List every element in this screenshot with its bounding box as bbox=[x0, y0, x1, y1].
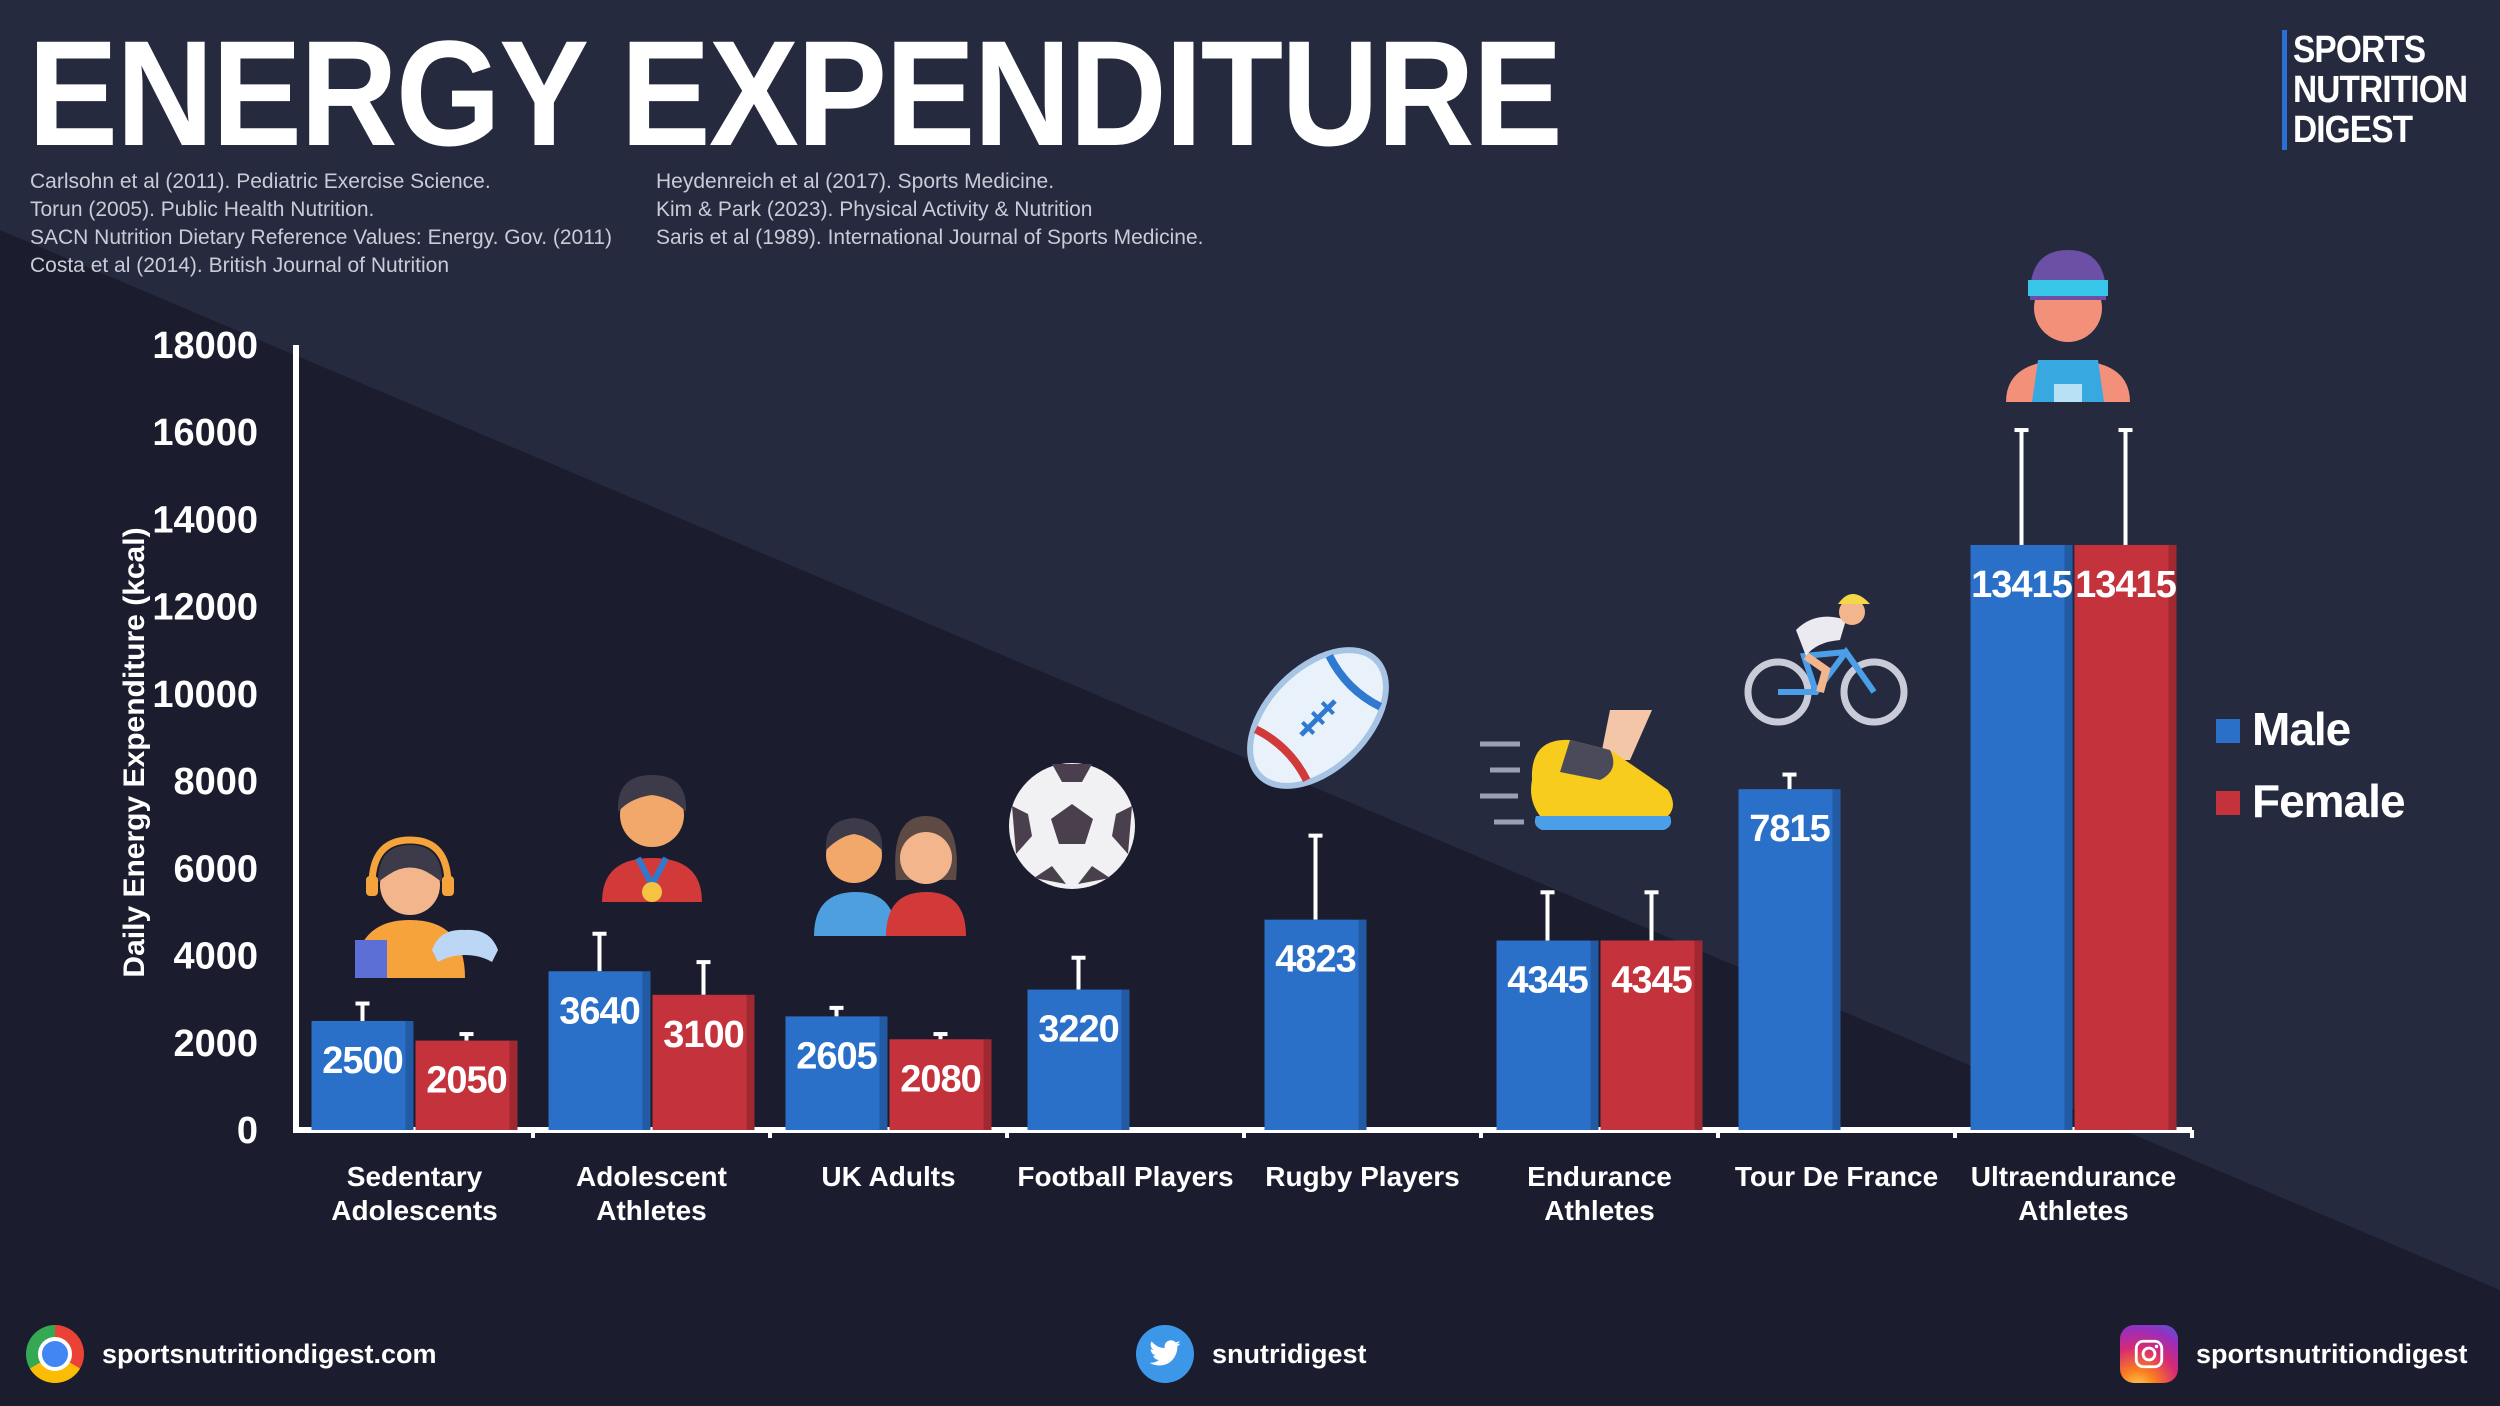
reference: Costa et al (2014). British Journal of N… bbox=[30, 254, 450, 277]
x-tick-label: Athletes bbox=[1544, 1195, 1654, 1226]
legend-label: Female bbox=[2252, 775, 2405, 827]
male-bar-shade bbox=[1358, 919, 1367, 1130]
website-link[interactable]: sportsnutritiondigest.com bbox=[26, 1325, 437, 1383]
y-tick-label: 4000 bbox=[173, 936, 258, 978]
male-value-label: 2605 bbox=[796, 1035, 877, 1077]
brand-line: SPORTS bbox=[2293, 29, 2426, 71]
male-value-label: 13415 bbox=[1971, 564, 2073, 606]
x-tick-label: Adolescents bbox=[331, 1195, 498, 1226]
references-left: Carlsohn et al (2011). Pediatric Exercis… bbox=[30, 168, 612, 280]
male-value-label: 7815 bbox=[1749, 808, 1830, 850]
y-tick-label: 6000 bbox=[173, 848, 258, 890]
references-right: Heydenreich et al (2017). Sports Medicin… bbox=[656, 168, 1203, 252]
legend-swatch bbox=[2216, 719, 2240, 743]
running-shoe-icon bbox=[1480, 710, 1673, 830]
male-bar bbox=[311, 1020, 414, 1130]
male-bar bbox=[548, 971, 651, 1130]
female-value-label: 2080 bbox=[900, 1058, 981, 1100]
female-bar bbox=[2074, 544, 2177, 1130]
instagram-handle: sportsnutritiondigest bbox=[2196, 1338, 2468, 1369]
reference: Carlsohn et al (2011). Pediatric Exercis… bbox=[30, 170, 491, 193]
reference: Saris et al (1989). International Journa… bbox=[656, 226, 1204, 249]
male-value-label: 2500 bbox=[322, 1040, 403, 1082]
male-bar-shade bbox=[405, 1020, 414, 1130]
instagram-icon bbox=[2120, 1325, 2178, 1383]
female-value-label: 3100 bbox=[663, 1014, 744, 1056]
gamer-icon bbox=[355, 836, 498, 978]
soccer-ball-icon bbox=[1009, 763, 1135, 889]
male-bar bbox=[1027, 989, 1130, 1130]
female-value-label: 2050 bbox=[426, 1060, 507, 1102]
y-tick-label: 12000 bbox=[152, 587, 258, 629]
female-bar-shade bbox=[1694, 940, 1703, 1130]
male-bar bbox=[1496, 940, 1599, 1130]
reference: SACN Nutrition Dietary Reference Values:… bbox=[30, 226, 613, 249]
y-tick-label: 18000 bbox=[152, 325, 258, 367]
reference: Torun (2005). Public Health Nutrition. bbox=[30, 198, 375, 221]
male-bar-shade bbox=[1832, 789, 1841, 1130]
twitter-link[interactable]: snutridigest bbox=[1136, 1325, 1367, 1383]
y-tick-label: 10000 bbox=[152, 674, 258, 716]
male-value-label: 4823 bbox=[1275, 939, 1356, 981]
y-tick-label: 8000 bbox=[173, 761, 258, 803]
male-bar-shade bbox=[1590, 940, 1599, 1130]
x-tick-label: Endurance bbox=[1527, 1161, 1672, 1192]
rugby-ball-icon bbox=[1247, 647, 1389, 789]
brand-line: DIGEST bbox=[2293, 109, 2413, 151]
x-tick-label: Athletes bbox=[2018, 1195, 2128, 1226]
female-bar bbox=[415, 1040, 518, 1130]
x-tick-label: Sedentary bbox=[347, 1161, 483, 1192]
legend-swatch bbox=[2216, 791, 2240, 815]
x-tick-label: Athletes bbox=[596, 1195, 706, 1226]
female-value-label: 4345 bbox=[1611, 960, 1692, 1002]
twitter-icon bbox=[1136, 1325, 1194, 1383]
male-bar-shade bbox=[1121, 989, 1130, 1130]
chrome-icon bbox=[26, 1325, 84, 1383]
male-bar-shade bbox=[879, 1016, 888, 1130]
cyclist-icon bbox=[1744, 594, 1908, 726]
x-tick-label: Tour De France bbox=[1735, 1161, 1938, 1192]
couple-icon bbox=[814, 816, 966, 936]
page-title: ENERGY EXPENDITURE bbox=[28, 9, 1563, 177]
y-axis-label: Daily Energy Expenditure (kcal) bbox=[118, 527, 151, 977]
y-tick-label: 0 bbox=[237, 1110, 258, 1152]
y-tick-label: 16000 bbox=[152, 412, 258, 454]
athlete-headband-icon bbox=[2006, 250, 2130, 402]
female-bar bbox=[889, 1039, 992, 1130]
brand-logo: SPORTS NUTRITION DIGEST bbox=[2282, 30, 2491, 150]
male-bar bbox=[785, 1016, 888, 1130]
instagram-link[interactable]: sportsnutritiondigest bbox=[2120, 1325, 2468, 1383]
medal-athlete-icon bbox=[602, 775, 702, 902]
male-bar-shade bbox=[642, 971, 651, 1130]
reference: Heydenreich et al (2017). Sports Medicin… bbox=[656, 170, 1055, 193]
x-tick-label: Football Players bbox=[1017, 1161, 1233, 1192]
male-bar bbox=[1970, 544, 2073, 1130]
female-bar-shade bbox=[509, 1040, 518, 1130]
reference: Kim & Park (2023). Physical Activity & N… bbox=[656, 198, 1093, 221]
female-bar-shade bbox=[983, 1039, 992, 1130]
female-value-label: 13415 bbox=[2075, 564, 2177, 606]
legend-label: Male bbox=[2252, 703, 2351, 755]
brand-line: NUTRITION bbox=[2293, 69, 2468, 111]
male-bar-shade bbox=[2064, 544, 2073, 1130]
female-bar-shade bbox=[746, 994, 755, 1130]
x-tick-label: UK Adults bbox=[821, 1161, 955, 1192]
y-tick-label: 2000 bbox=[173, 1023, 258, 1065]
male-value-label: 3640 bbox=[559, 990, 640, 1032]
female-bar bbox=[652, 994, 755, 1130]
female-bar-shade bbox=[2168, 544, 2177, 1130]
male-value-label: 4345 bbox=[1507, 960, 1588, 1002]
x-tick-label: Ultraendurance bbox=[1971, 1161, 2176, 1192]
male-value-label: 3220 bbox=[1038, 1009, 1119, 1051]
website-text: sportsnutritiondigest.com bbox=[102, 1338, 437, 1369]
x-tick-label: Rugby Players bbox=[1265, 1161, 1460, 1192]
male-bar bbox=[1264, 919, 1367, 1130]
x-tick-label: Adolescent bbox=[576, 1161, 727, 1192]
male-bar bbox=[1738, 789, 1841, 1130]
y-tick-label: 14000 bbox=[152, 499, 258, 541]
twitter-handle: snutridigest bbox=[1212, 1338, 1367, 1369]
female-bar bbox=[1600, 940, 1703, 1130]
